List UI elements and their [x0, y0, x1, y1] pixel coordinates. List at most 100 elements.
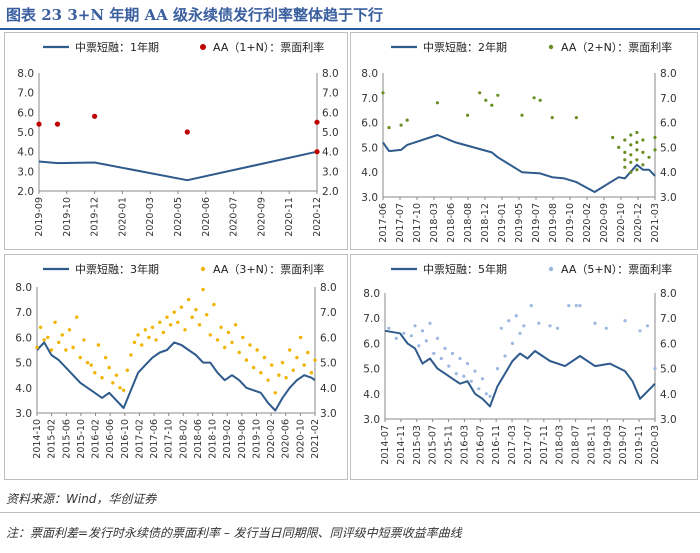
x-tick-label: 2021-02 [310, 419, 321, 459]
data-point [503, 354, 507, 358]
x-tick-label: 2020-05 [173, 197, 184, 237]
x-tick-label: 2019-03 [602, 425, 613, 465]
data-point [226, 330, 231, 335]
data-point [647, 155, 651, 159]
data-point [522, 324, 526, 328]
legend: 中票短融：5年期 AA（5+N）：票面利率 [391, 262, 672, 276]
legend: 中票短融：2年期 AA（2+N）：票面利率 [391, 40, 672, 54]
data-point [295, 355, 299, 360]
data-point [537, 321, 541, 325]
y-tick-label-right: 5.0 [320, 358, 337, 370]
data-point [496, 93, 500, 97]
data-point [381, 91, 385, 95]
data-point [495, 367, 500, 371]
data-point [499, 326, 503, 330]
x-tick-label: 2016-11 [491, 425, 502, 465]
data-point [604, 326, 608, 330]
x-tick-label: 2018-06 [446, 203, 457, 243]
data-point [635, 140, 639, 144]
x-tick-label: 2020-06 [281, 419, 292, 459]
data-point [53, 320, 57, 324]
chart-grid: 中票短融：1年期 AA（1+N）：票面利率 2.0 2.0 3.0 3.0 4.0 4.0 5.… [0, 32, 700, 480]
x-tick-label: 2018-03 [429, 203, 440, 243]
data-point [462, 374, 466, 378]
data-point [262, 355, 267, 360]
data-point [111, 381, 115, 385]
data-point [103, 355, 108, 360]
x-tick-label: 2019-02 [222, 419, 233, 459]
y-tick-label-left: 8.0 [15, 282, 32, 294]
data-point [417, 344, 421, 348]
y-tick-label-right: 8.0 [660, 68, 677, 80]
x-tick-label: 2020-09 [256, 197, 267, 237]
x-tick-label: 2020-06 [201, 197, 212, 237]
data-point [60, 333, 64, 337]
chart-panel-3y: 中票短融：3年期 AA（3+N）：票面利率 3.0 3.0 4.0 4.0 5.0 5.0 6.… [4, 254, 348, 480]
legend-line-label: 中票短融：2年期 [423, 40, 507, 54]
data-point [71, 345, 75, 350]
footnote: 注：票面利差=发行时永续债的票面利率 – 发行当日同期限、同评级中短票收益率曲线 [6, 526, 462, 540]
data-point [266, 378, 270, 382]
legend: 中票短融：3年期 AA（3+N）：票面利率 [43, 262, 324, 276]
y-tick-label-right: 6.0 [320, 332, 337, 344]
data-point [85, 360, 90, 365]
data-point [186, 297, 191, 302]
data-point [635, 158, 639, 162]
data-point [424, 339, 428, 343]
data-point [100, 376, 104, 380]
x-tick-label: 2019-10 [565, 203, 576, 243]
data-point [136, 333, 140, 337]
data-point [405, 118, 409, 122]
data-point [478, 91, 482, 95]
data-point [92, 113, 98, 119]
y-tick-label-right: 7.0 [322, 88, 339, 100]
x-tick-label: 2016-06 [105, 419, 116, 459]
x-tick-label: 2017-07 [523, 425, 534, 465]
y-tick-label-left: 6.0 [363, 338, 380, 350]
data-point [67, 328, 72, 332]
data-point [176, 320, 180, 324]
data-point [466, 113, 470, 117]
x-tick-label: 2020-12 [633, 203, 644, 243]
data-point [394, 336, 398, 340]
data-point [219, 325, 223, 329]
x-tick-label: 2017-11 [539, 425, 550, 465]
data-point [629, 133, 633, 137]
y-tick-label-left: 4.0 [361, 167, 378, 179]
x-tick-label: 2019-09 [34, 197, 45, 237]
page-title: 图表 23 3+N 年期 AA 级永续债发行利率整体趋于下行 [6, 6, 383, 24]
x-tick-label: 2018-12 [480, 203, 491, 243]
y-tick-label-right: 4.0 [660, 167, 677, 179]
legend-line-label: 中票短融：3年期 [75, 262, 159, 276]
x-tick-label: 2017-07 [395, 203, 406, 243]
y-tick-label-left: 3.0 [17, 166, 34, 178]
data-point [82, 338, 86, 342]
data-point [125, 368, 129, 372]
chart-panel-2y: 中票短融：2年期 AA（2+N）：票面利率 3.0 3.0 4.0 4.0 5.0 5.0 6.… [350, 32, 698, 250]
data-point [623, 165, 627, 169]
data-point [480, 377, 485, 381]
data-point [190, 315, 194, 319]
data-point [179, 305, 184, 309]
data-point [454, 372, 458, 376]
source-note: 资料来源：Wind，华创证券 [6, 492, 157, 506]
y-tick-label-right: 7.0 [660, 93, 677, 105]
x-tick-label: 2020-07 [229, 197, 240, 237]
data-point [629, 160, 633, 164]
data-point [623, 150, 627, 154]
data-point [635, 148, 639, 152]
series-line [382, 134, 656, 193]
legend-dot-swatch [548, 44, 554, 50]
x-tick-label: 2020-09 [599, 203, 610, 243]
y-tick-label-left: 5.0 [361, 142, 378, 154]
x-tick-label: 2020-03 [650, 425, 661, 465]
data-point [611, 135, 615, 140]
data-point [473, 369, 477, 373]
data-point [298, 335, 303, 340]
data-point [212, 302, 216, 307]
data-point [450, 351, 455, 356]
data-point [465, 362, 470, 366]
chart-panel-5y: 中票短融：5年期 AA（5+N）：票面利率 3.0 3.0 4.0 4.0 5.0 5.0 6.… [350, 254, 698, 480]
data-point [578, 304, 582, 308]
title-bar: 图表 23 3+N 年期 AA 级永续债发行利率整体趋于下行 [0, 0, 700, 30]
